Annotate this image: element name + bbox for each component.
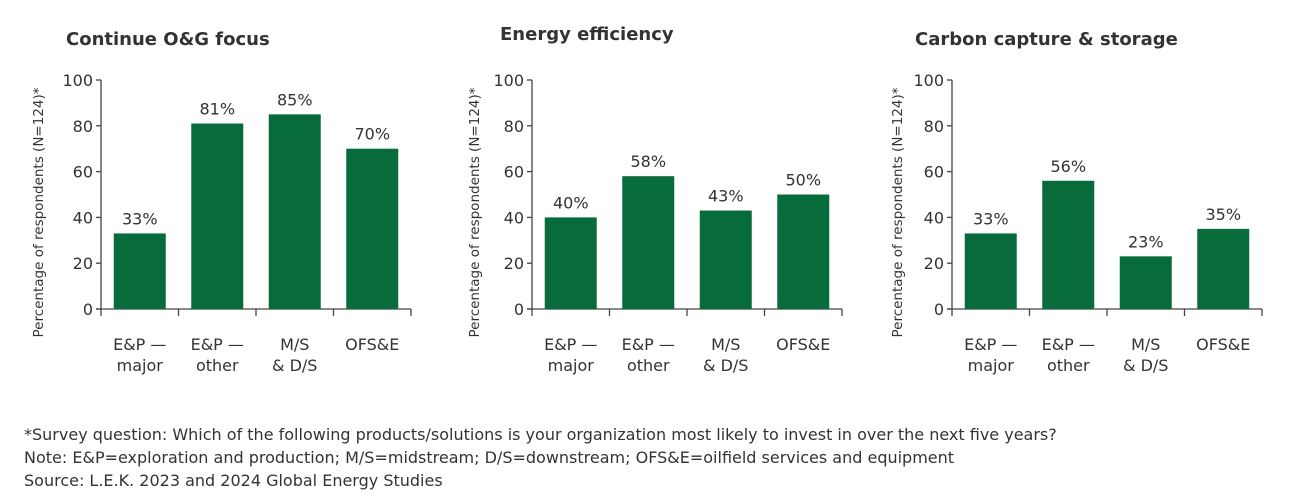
chart-2-data-label: 40% xyxy=(553,193,589,212)
chart-3-y-tick-label: 100 xyxy=(913,71,944,90)
chart-3-y-tick-label: 60 xyxy=(924,163,944,182)
chart-3-bar xyxy=(1197,228,1250,309)
chart-1-bar xyxy=(268,114,321,309)
chart-2-data-label: 50% xyxy=(785,171,821,190)
chart-2-bar xyxy=(699,210,752,309)
chart-3-y-axis-label: Percentage of respondents (N=124)* xyxy=(890,87,906,337)
chart-2-x-tick-label: other xyxy=(627,356,670,375)
chart-1-y-tick-label: 80 xyxy=(73,117,93,136)
chart-2-bar xyxy=(777,194,830,309)
chart-3-x-tick-label: & D/S xyxy=(1123,356,1168,375)
chart-1-x-tick-label: & D/S xyxy=(272,356,317,375)
chart-3-x-tick-label: E&P — xyxy=(1042,335,1095,354)
chart-2-y-tick-label: 0 xyxy=(514,300,524,319)
chart-3-x-tick-label: major xyxy=(968,356,1015,375)
chart-1-bar xyxy=(346,148,399,309)
chart-2-x-tick-label: E&P — xyxy=(622,335,675,354)
charts: Continue O&G focus Percentage of responde… xyxy=(31,24,1263,375)
chart-3-bar xyxy=(964,233,1017,309)
abbreviation-note: Note: E&P=exploration and production; M/… xyxy=(24,448,955,467)
chart-1-x-tick-label: M/S xyxy=(280,335,309,354)
chart-1-y-tick-label: 0 xyxy=(83,300,93,319)
chart-3-y-tick-label: 80 xyxy=(924,117,944,136)
chart-3-data-label: 33% xyxy=(973,209,1009,228)
chart-2-bar xyxy=(544,217,597,309)
chart-3-data-label: 56% xyxy=(1050,157,1086,176)
chart-3-bar xyxy=(1119,256,1172,309)
chart-2-x-tick-label: OFS&E xyxy=(776,335,830,354)
chart-2-data-label: 58% xyxy=(630,152,666,171)
survey-note: *Survey question: Which of the following… xyxy=(24,425,1057,444)
chart-3-x-tick-label: OFS&E xyxy=(1196,335,1250,354)
chart-1-y-tick-label: 100 xyxy=(62,71,93,90)
chart-3-x-tick-label: M/S xyxy=(1131,335,1160,354)
chart-3-y-tick-label: 40 xyxy=(924,208,944,227)
chart-2-x-tick-label: & D/S xyxy=(703,356,748,375)
chart-2-y-tick-label: 80 xyxy=(504,117,524,136)
chart-2-y-tick-label: 100 xyxy=(493,71,524,90)
chart-1-y-axis-label: Percentage of respondents (N=124)* xyxy=(31,87,47,337)
chart-3-x-tick-label: E&P — xyxy=(964,335,1017,354)
chart-2-data-label: 43% xyxy=(708,187,744,206)
chart-1-title: Continue O&G focus xyxy=(66,29,270,50)
source-note: Source: L.E.K. 2023 and 2024 Global Ener… xyxy=(24,471,443,490)
chart-2-y-tick-label: 60 xyxy=(504,163,524,182)
footnotes: *Survey question: Which of the following… xyxy=(24,423,1057,492)
chart-1-bar xyxy=(191,123,244,309)
chart-1-x-tick-label: E&P — xyxy=(191,335,244,354)
chart-1-x-tick-label: major xyxy=(117,356,164,375)
chart-2-x-tick-label: E&P — xyxy=(544,335,597,354)
chart-2-y-tick-label: 40 xyxy=(504,208,524,227)
chart-2-y-tick-label: 20 xyxy=(504,254,524,273)
chart-3-y-tick-label: 0 xyxy=(934,300,944,319)
chart-1-data-label: 70% xyxy=(354,125,390,144)
chart-1-x-tick-label: E&P — xyxy=(113,335,166,354)
chart-2-title: Energy efficiency xyxy=(500,24,674,45)
chart-2-x-tick-label: major xyxy=(548,356,595,375)
chart-1-data-label: 85% xyxy=(277,90,313,109)
chart-3-data-label: 35% xyxy=(1205,205,1241,224)
chart-1-y-tick-label: 20 xyxy=(73,254,93,273)
chart-1-x-tick-label: OFS&E xyxy=(345,335,399,354)
chart-3-bar xyxy=(1042,180,1095,309)
chart-1-bar xyxy=(113,233,166,309)
chart-3-data-label: 23% xyxy=(1128,232,1164,251)
chart-1-y-tick-label: 60 xyxy=(73,163,93,182)
chart-3-y-tick-label: 20 xyxy=(924,254,944,273)
chart-1-data-label: 33% xyxy=(122,209,158,228)
chart-2-x-tick-label: M/S xyxy=(711,335,740,354)
chart-2-y-axis-label: Percentage of respondents (N=124)* xyxy=(467,87,483,337)
chart-2-bar xyxy=(622,176,675,309)
chart-3-title: Carbon capture & storage xyxy=(915,29,1178,50)
chart-3-x-tick-label: other xyxy=(1047,356,1090,375)
chart-1-x-tick-label: other xyxy=(196,356,239,375)
chart-1-data-label: 81% xyxy=(199,100,235,119)
chart-1-y-tick-label: 40 xyxy=(73,208,93,227)
